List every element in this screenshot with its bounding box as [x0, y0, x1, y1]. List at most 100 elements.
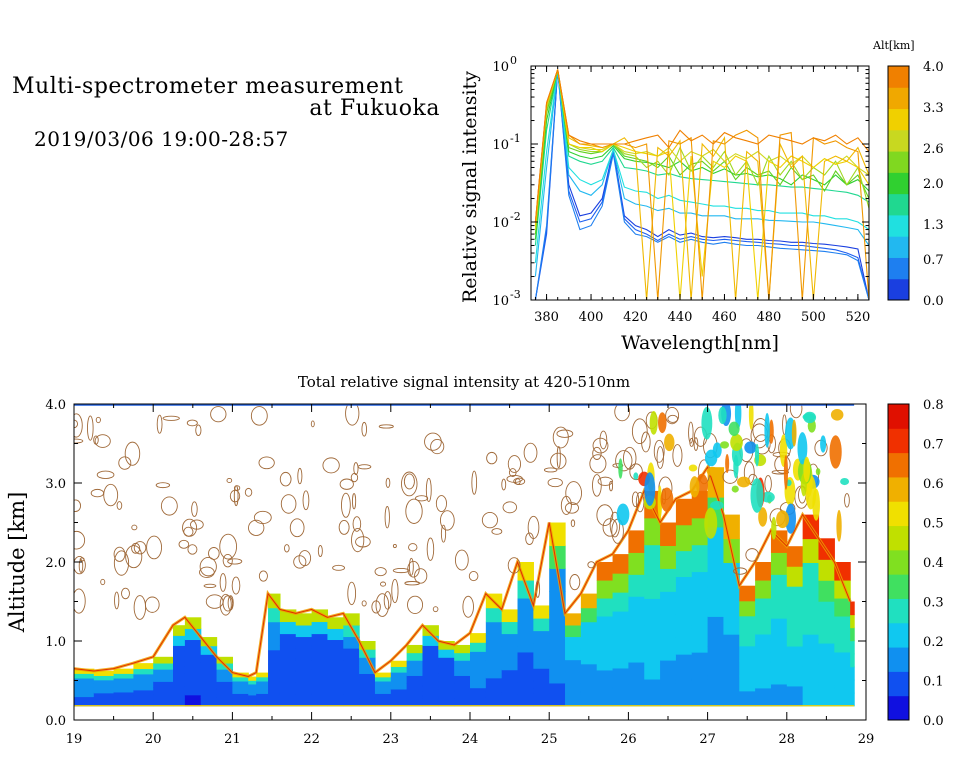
- map-cell: [93, 692, 115, 698]
- map-cell: [501, 657, 519, 671]
- map-cell: [707, 556, 725, 588]
- map-cell: [295, 613, 313, 626]
- map-cloud-contour: [96, 470, 115, 480]
- map-cloud-contour: [501, 478, 507, 491]
- map-cell: [343, 682, 360, 695]
- spectrum-xtick-label-4: 460: [712, 310, 737, 325]
- map-cell: [660, 637, 677, 661]
- map-cell: [248, 702, 257, 707]
- map-cloud-contour: [322, 457, 340, 474]
- map-cell: [406, 644, 424, 654]
- map-cell: [755, 597, 772, 617]
- spectrum-frame: [530, 65, 870, 301]
- map-cell: [184, 617, 202, 629]
- map-ytick-label-0: 0.0: [45, 714, 66, 729]
- map-cell: [660, 682, 677, 707]
- map-cell: [256, 701, 269, 707]
- map-cloud-contour: [615, 450, 633, 472]
- map-cloud-contour: [293, 555, 307, 569]
- map-cloud-contour: [231, 576, 241, 595]
- map-cell: [565, 624, 582, 638]
- map-cell: [485, 663, 503, 679]
- map-ytick-label-4: 4.0: [45, 398, 66, 413]
- map-cell: [755, 633, 772, 653]
- map-cell: [74, 682, 95, 688]
- map-cell: [707, 646, 725, 677]
- map-cell: [675, 628, 693, 655]
- map-cell: [612, 554, 629, 574]
- map-cloud-patch: [836, 509, 842, 542]
- map-cloud-contour: [182, 518, 198, 537]
- map-cell: [406, 660, 424, 669]
- map-cell: [533, 680, 550, 694]
- map-cell: [850, 627, 855, 642]
- map-cloud-patch: [649, 410, 658, 435]
- map-cell: [850, 601, 855, 616]
- map-cell: [660, 591, 677, 615]
- map-cell: [755, 651, 772, 671]
- map-cloud-contour: [298, 550, 312, 567]
- map-cell: [470, 678, 487, 689]
- map-cell: [454, 682, 471, 692]
- intensity-colorbar-band-9: [888, 476, 909, 502]
- map-cell: [268, 649, 281, 665]
- alt-colorbar-frame: [887, 65, 910, 301]
- map-cell: [612, 592, 629, 612]
- map-cloud-contour: [722, 469, 738, 484]
- main-title: Multi-spectrometer measurement at Fukuok…: [12, 76, 440, 120]
- map-cloud-contour: [432, 606, 439, 613]
- map-cell: [359, 665, 376, 674]
- intensity-colorbar-band-4: [888, 598, 909, 624]
- alt-colorbar-band-0: [888, 278, 909, 301]
- map-cell: [232, 701, 249, 707]
- map-cloud-contour: [345, 404, 360, 426]
- map-cell: [311, 621, 329, 635]
- map-cell: [739, 615, 756, 632]
- map-cloud-contour: [513, 477, 526, 486]
- map-cloud-contour: [219, 593, 232, 616]
- map-cell: [485, 691, 503, 707]
- map-cloud-contour: [543, 467, 558, 473]
- map-cell: [565, 671, 582, 684]
- intensity-colorbar-tick-0: 0.8: [923, 398, 944, 413]
- map-cell: [390, 700, 408, 707]
- map-cloud-contour: [222, 553, 233, 568]
- map-cell: [173, 685, 186, 697]
- intensity-colorbar-frame: [887, 403, 910, 721]
- map-cloud-patch: [712, 442, 722, 458]
- map-cloud-contour: [560, 495, 572, 515]
- map-cloud-contour: [93, 435, 99, 445]
- map-cell: [517, 651, 534, 671]
- map-cell: [216, 669, 233, 676]
- map-cell: [295, 682, 313, 695]
- map-cloud-contour: [653, 439, 665, 463]
- map-cell: [834, 687, 851, 707]
- map-cell: [834, 669, 851, 689]
- map-cell: [173, 695, 186, 707]
- map-cell: [770, 596, 788, 619]
- map-cell: [232, 685, 249, 690]
- map-cloud-contour: [468, 570, 479, 582]
- spectrum-series-7: [534, 69, 869, 235]
- map-cell: [533, 605, 550, 619]
- map-cell: [232, 689, 249, 694]
- map-cell: [596, 597, 614, 617]
- map-cloud-contour: [74, 499, 82, 512]
- alt-colorbar-band-1: [888, 257, 909, 280]
- map-cloud-contour: [592, 437, 609, 454]
- spectrum-series-group: [534, 69, 869, 300]
- map-xtick-label-0: 19: [66, 732, 83, 747]
- spectrum-series-2: [534, 69, 869, 300]
- map-cell: [691, 517, 709, 546]
- map-cell: [786, 546, 804, 567]
- map-cell: [755, 687, 772, 707]
- map-cell: [74, 677, 95, 684]
- map-cloud-contour: [113, 546, 126, 562]
- map-cloud-contour: [771, 470, 789, 475]
- map-cell: [295, 659, 313, 672]
- map-cell: [723, 586, 740, 611]
- map-cell: [533, 617, 550, 632]
- map-cell: [770, 661, 788, 685]
- map-cloud-contour: [74, 438, 84, 444]
